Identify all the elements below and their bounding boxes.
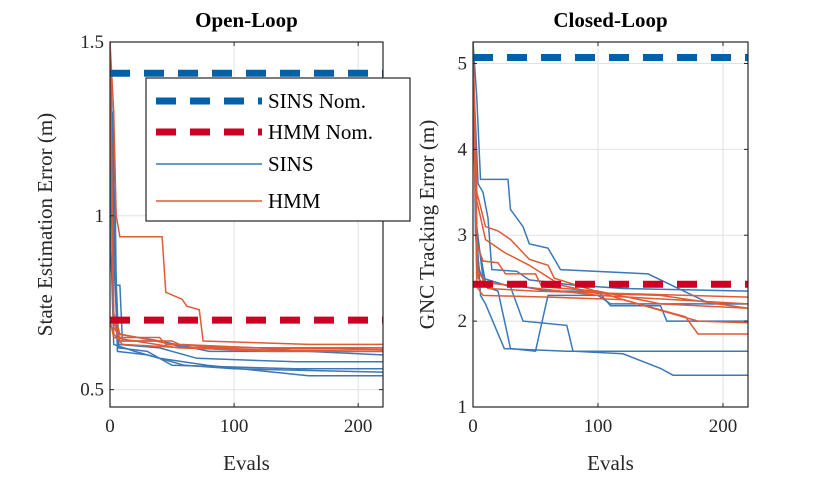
x-tick-label: 200 (344, 416, 373, 437)
y-tick-label: 4 (458, 139, 468, 160)
series-lines (473, 42, 748, 376)
x-axis-label: Evals (587, 451, 634, 475)
nominal-lines (110, 69, 383, 324)
legend-label-sins-nom: SINS Nom. (268, 89, 366, 113)
closed-loop-panel: 0 100 200 1 2 3 4 5 Closed-Loop Evals GNC Track… (415, 8, 749, 475)
legend-label-hmm: HMM (268, 189, 321, 213)
sins-series-line (110, 42, 383, 363)
y-tick-label: 1 (95, 206, 105, 227)
legend-label-hmm-nom: HMM Nom. (268, 120, 373, 144)
y-tick-label: 1.5 (80, 32, 104, 53)
y-tick-label: 3 (458, 225, 468, 246)
y-tick-label: 2 (458, 311, 468, 332)
legend: SINS Nom. HMM Nom. SINS HMM (145, 77, 411, 222)
hmm-series-line (473, 42, 748, 335)
tick-labels: 0 100 200 0.5 1 1.5 (80, 32, 383, 437)
chart-title: Closed-Loop (553, 8, 667, 32)
hmm-series-line (110, 42, 383, 346)
y-tick-label: 1 (458, 397, 468, 418)
sins-series-line (473, 106, 748, 322)
hmm-series-line (473, 63, 748, 309)
sins-series-line (110, 215, 383, 377)
axes-box (472, 41, 749, 408)
y-tick-label: 0.5 (80, 380, 104, 401)
x-tick-label: 200 (709, 416, 738, 437)
y-axis-label: GNC Tracking Error (m) (415, 120, 439, 329)
axes-box (109, 41, 384, 408)
hmm-series-line (110, 319, 383, 353)
x-axis-label: Evals (223, 451, 270, 475)
x-tick-label: 0 (105, 416, 115, 437)
x-tick-label: 0 (468, 416, 478, 437)
series-lines (110, 42, 383, 377)
nominal-lines (473, 53, 748, 288)
hmm-series-line (110, 42, 383, 349)
tick-labels: 0 100 200 1 2 3 4 5 (458, 42, 748, 437)
y-axis-label: State Estimation Error (m) (33, 113, 57, 336)
x-tick-label: 100 (584, 416, 613, 437)
chart-title: Open-Loop (195, 8, 298, 32)
legend-label-sins: SINS (268, 152, 314, 176)
y-tick-label: 5 (458, 53, 468, 74)
sins-series-line (473, 42, 748, 305)
sins-series-line (473, 63, 748, 292)
x-tick-label: 100 (220, 416, 249, 437)
